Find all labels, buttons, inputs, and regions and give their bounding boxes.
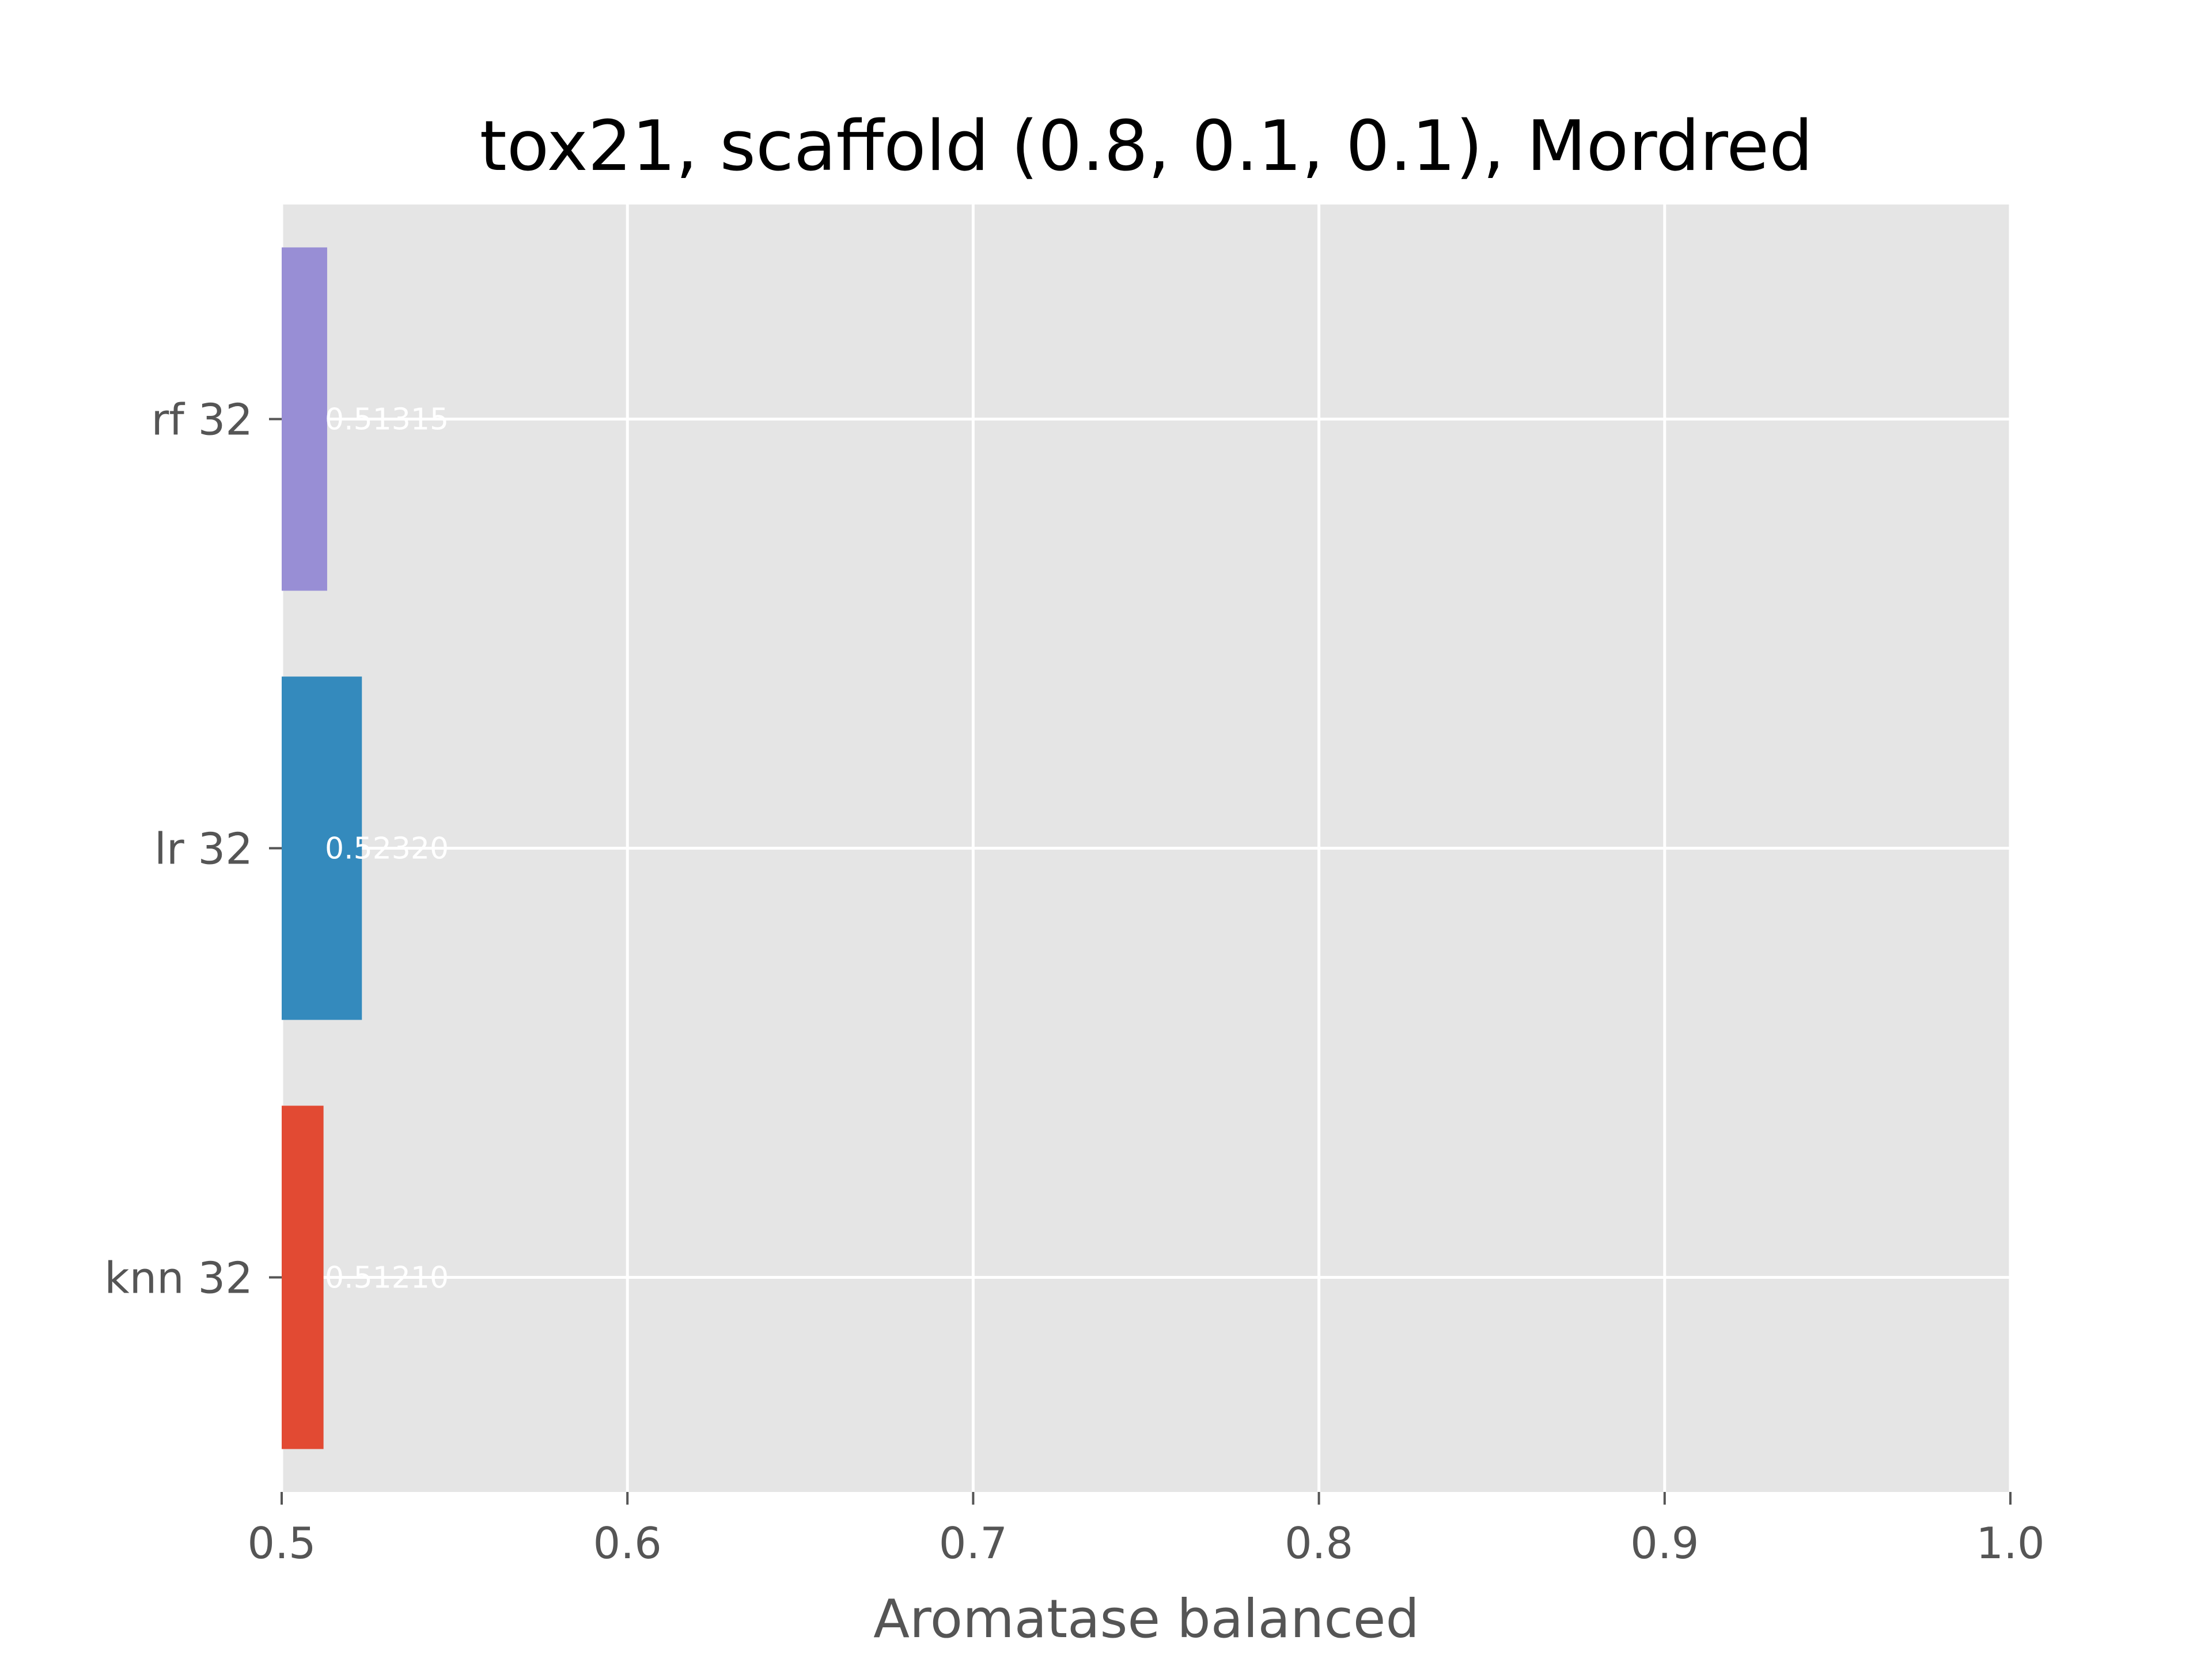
x-axis-label: Aromatase balanced: [873, 1588, 1419, 1650]
grid-lines: [280, 204, 2012, 1492]
bar: [282, 676, 362, 1020]
x-tick-label: 0.9: [1630, 1518, 1699, 1569]
x-tick-label: 0.8: [1285, 1518, 1353, 1569]
x-tick-label: 1.0: [1976, 1518, 2044, 1569]
x-tick-label: 0.5: [247, 1518, 316, 1569]
value-labels: 0.51210 0.52320 0.51315: [325, 403, 449, 1296]
y-axis: knn 32 lr 32 rf 32: [104, 395, 282, 1304]
x-tick-label: 0.7: [939, 1518, 1007, 1569]
bar-value-label: 0.51315: [325, 403, 449, 437]
x-axis: 0.5 0.6 0.7 0.8 0.9 1.0: [247, 1492, 2045, 1569]
y-tick-label: knn 32: [104, 1253, 253, 1304]
x-tick-label: 0.6: [593, 1518, 662, 1569]
y-tick-label: rf 32: [151, 395, 253, 445]
y-tick-label: lr 32: [154, 824, 253, 874]
chart-title: tox21, scaffold (0.8, 0.1, 0.1), Mordred: [480, 107, 1813, 187]
bar-value-label: 0.51210: [325, 1261, 449, 1296]
bar: [282, 247, 327, 591]
bar: [282, 1105, 324, 1449]
bars: [282, 247, 362, 1449]
bar-value-label: 0.52320: [325, 832, 449, 866]
